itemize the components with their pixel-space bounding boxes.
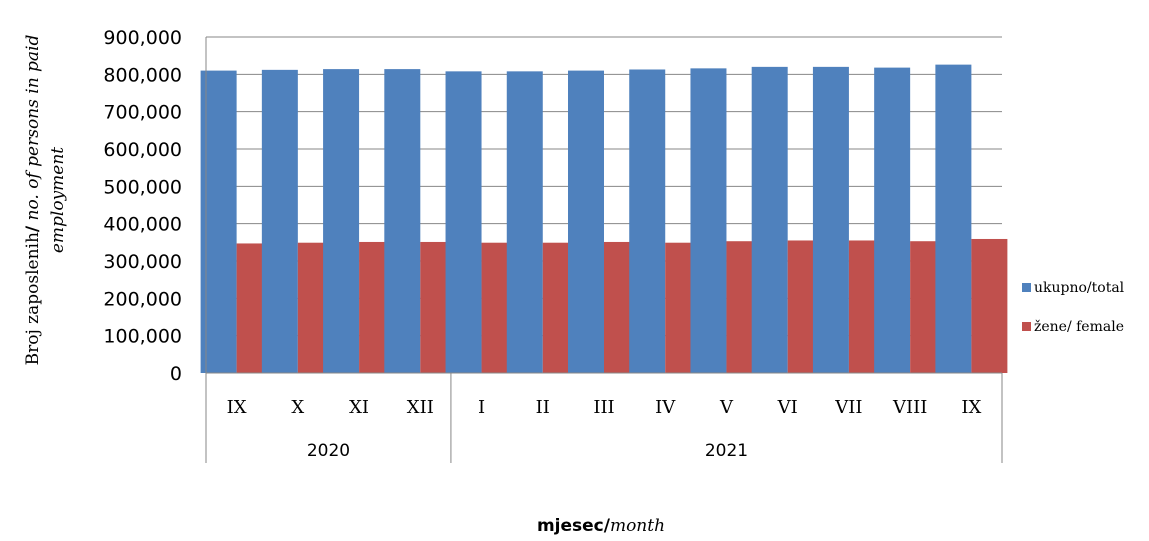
bar-total bbox=[690, 68, 727, 374]
bar-total bbox=[261, 69, 298, 373]
x-tick-label: IX bbox=[227, 397, 247, 418]
bar-female bbox=[971, 238, 1008, 373]
y-tick-label: 200,000 bbox=[103, 288, 182, 310]
x-tick-label: III bbox=[593, 397, 614, 418]
y-tick-label: 300,000 bbox=[103, 251, 182, 273]
legend-label-total: ukupno/total bbox=[1034, 280, 1125, 296]
y-tick-label: 800,000 bbox=[103, 64, 182, 86]
bar-total bbox=[812, 66, 849, 373]
legend-label-female: žene/ female bbox=[1034, 319, 1124, 335]
y-tick-label: 900,000 bbox=[103, 27, 182, 49]
bar-total bbox=[935, 64, 972, 374]
x-tick-label: I bbox=[478, 397, 485, 418]
x-tick-label: II bbox=[536, 397, 550, 418]
y-axis-label-line2: employment bbox=[48, 147, 68, 253]
x-tick-label: XII bbox=[407, 397, 434, 418]
x-tick-label: V bbox=[719, 397, 734, 418]
bar-total bbox=[751, 66, 788, 373]
y-tick-label: 600,000 bbox=[103, 139, 182, 161]
x-tick-label: VII bbox=[834, 397, 862, 418]
bars bbox=[200, 64, 1008, 374]
y-tick-label: 500,000 bbox=[103, 176, 182, 198]
bar-total bbox=[874, 67, 911, 373]
year-group-labels: 2020 2021 bbox=[307, 441, 748, 461]
y-tick-label: 400,000 bbox=[103, 214, 182, 236]
x-tick-label: VI bbox=[777, 397, 798, 418]
x-tick-label: VIII bbox=[892, 397, 927, 418]
x-tick-label: IV bbox=[655, 397, 676, 418]
y-tick-label: 100,000 bbox=[103, 326, 182, 348]
x-tick-label: X bbox=[291, 397, 304, 418]
legend: ukupno/total žene/ female bbox=[1022, 280, 1125, 335]
year-label: 2021 bbox=[705, 441, 748, 461]
x-tick-label: IX bbox=[961, 397, 981, 418]
x-axis-label: mjesec/month bbox=[537, 516, 665, 536]
year-label: 2020 bbox=[307, 441, 350, 461]
y-axis-label: Broj zaposlenih/ no. of persons in paid bbox=[23, 34, 43, 365]
axes bbox=[205, 37, 1003, 463]
x-tick-labels: IX X XI XII I II III IV V VI VII VIII IX bbox=[227, 397, 982, 418]
x-tick-label: XI bbox=[349, 397, 369, 418]
bar-total bbox=[445, 71, 482, 373]
legend-swatch-female bbox=[1022, 322, 1031, 331]
bar-total bbox=[200, 70, 237, 373]
bar-total bbox=[323, 69, 360, 374]
legend-swatch-total bbox=[1022, 283, 1031, 292]
y-tick-label: 700,000 bbox=[103, 102, 182, 124]
y-tick-label: 0 bbox=[170, 363, 182, 385]
bar-total bbox=[384, 69, 421, 374]
bar-total bbox=[568, 70, 604, 373]
bar-total bbox=[506, 71, 543, 373]
y-tick-labels: 0 100,000 200,000 300,000 400,000 500,000 600,… bbox=[103, 27, 182, 385]
bar-total bbox=[629, 69, 666, 373]
